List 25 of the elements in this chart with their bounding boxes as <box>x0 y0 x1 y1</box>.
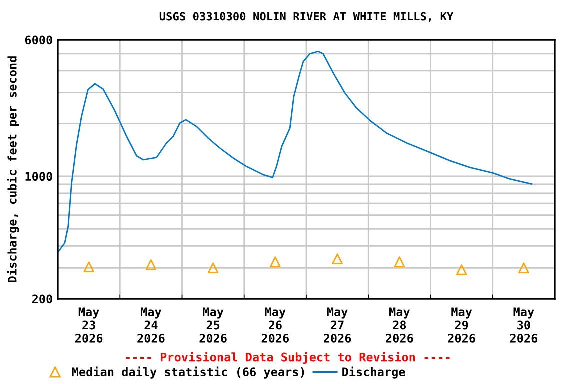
point <box>84 262 94 272</box>
y-tick-label: 1000 <box>26 172 52 182</box>
legend-label: Discharge <box>342 366 406 379</box>
point <box>146 260 157 270</box>
x-tick-label: May 27 2026 <box>324 308 352 343</box>
x-tick-label: May 30 2026 <box>510 308 538 343</box>
point <box>208 262 219 274</box>
x-tick-label: May 23 2026 <box>76 308 103 343</box>
point <box>456 264 468 276</box>
point <box>332 254 343 264</box>
x-tick-label: May 29 2026 <box>448 308 476 343</box>
point <box>394 256 406 268</box>
y-tick-label: 6000 <box>25 36 52 45</box>
point <box>518 262 530 274</box>
x-tick-label: May 28 2026 <box>386 308 414 343</box>
y-axis-title: Discharge, cubic feet per second <box>7 56 20 282</box>
legend-label: Median daily statistic (66 years) <box>72 366 304 379</box>
chart-title: USGS 03310300 NOLIN RIVER AT WHITE MILLS, KY <box>160 12 454 22</box>
line-series <box>58 50 533 252</box>
x-tick-label: May 25 2026 <box>200 308 227 343</box>
x-tick-label: May 26 2026 <box>262 308 290 343</box>
point <box>270 256 281 268</box>
x-tick-label: May 24 2026 <box>138 308 165 343</box>
text: ---- Provisional Data Subject to Revision ---- <box>126 352 450 364</box>
y-tick-label: 200 <box>32 294 52 304</box>
